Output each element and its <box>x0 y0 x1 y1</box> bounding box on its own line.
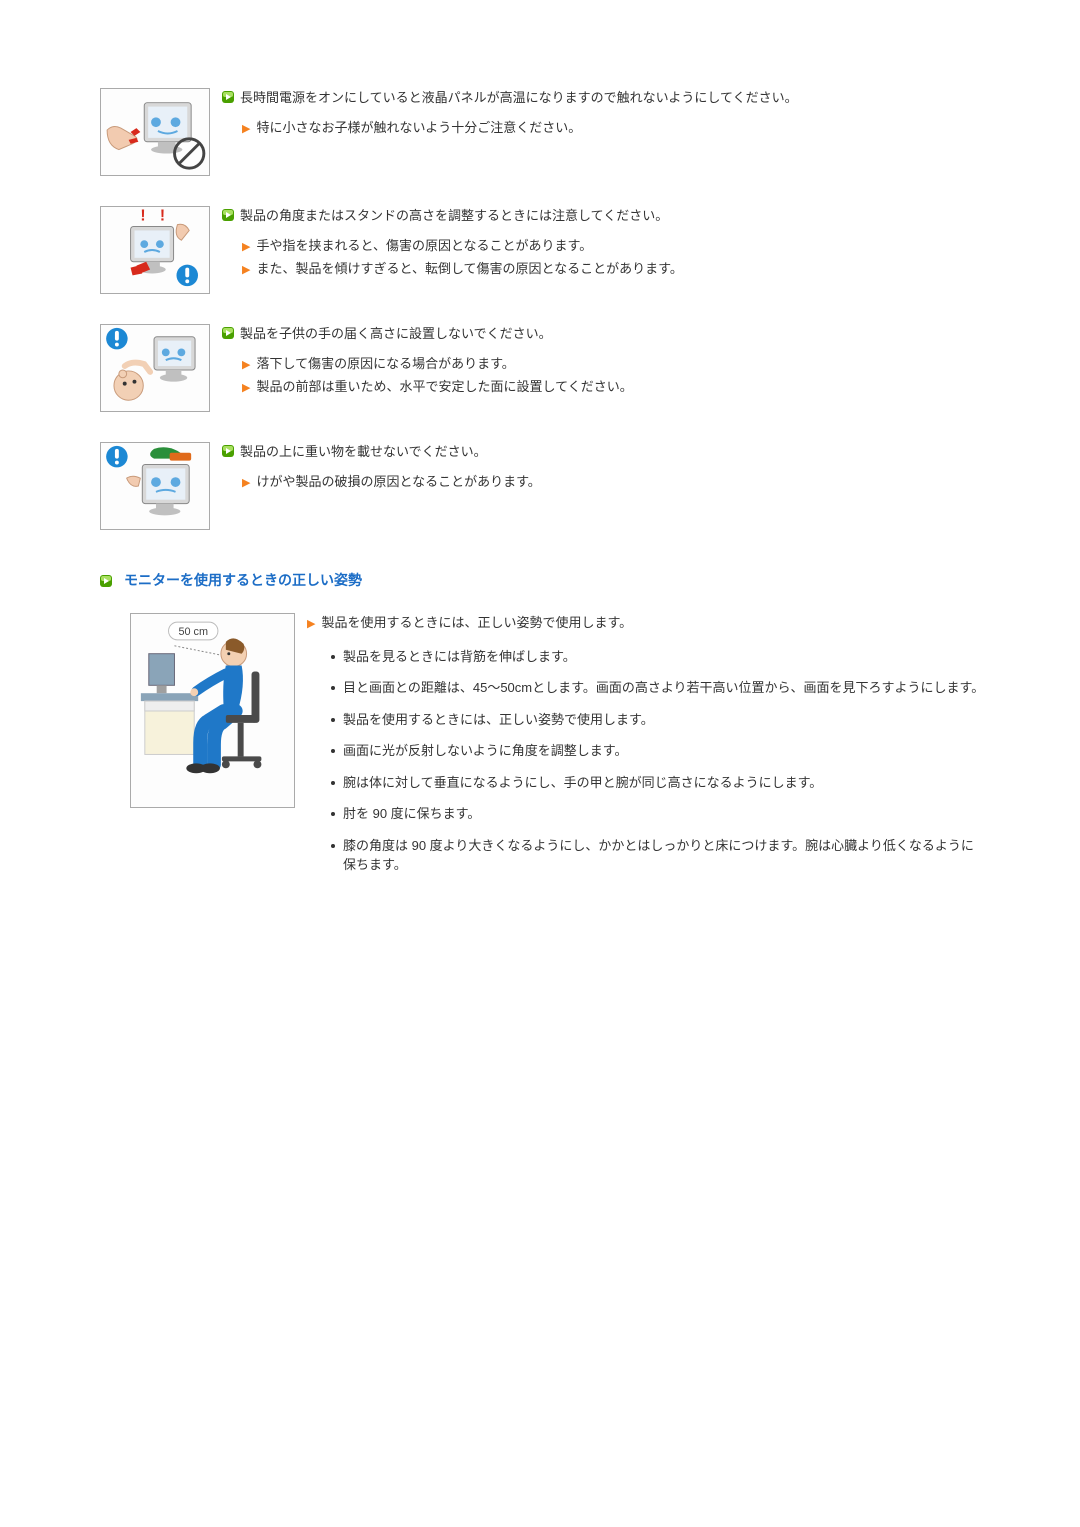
green-bullet-icon <box>222 445 234 457</box>
warning-main-text: 製品の上に重い物を載せないでください。 <box>240 442 487 462</box>
dot-bullet-icon <box>331 686 335 690</box>
posture-block: 50 cm <box>130 613 985 887</box>
warning-item: 製品を子供の手の届く高さに設置しないでください。 ▶ 落下して傷害の原因になる場… <box>100 324 985 412</box>
posture-item: 目と画面との距離は、45～50cmとします。画面の高さより若干高い位置から、画面… <box>343 678 984 698</box>
warning-item: 長時間電源をオンにしていると液晶パネルが高温になりますので触れないようにしてくだ… <box>100 88 985 176</box>
dot-bullet-icon <box>331 844 335 848</box>
green-bullet-icon <box>222 327 234 339</box>
dot-bullet-icon <box>331 812 335 816</box>
orange-arrow-icon: ▶ <box>242 380 250 397</box>
posture-item: 製品を使用するときには、正しい姿勢で使用します。 <box>343 710 654 730</box>
posture-item: 肘を 90 度に保ちます。 <box>343 804 480 824</box>
svg-text:50 cm: 50 cm <box>178 626 208 638</box>
warning-sub-text: けがや製品の破損の原因となることがあります。 <box>256 472 540 492</box>
section-title: モニターを使用するときの正しい姿勢 <box>124 570 362 591</box>
orange-arrow-icon: ▶ <box>307 616 315 633</box>
warning-body: 製品の上に重い物を載せないでください。 ▶ けがや製品の破損の原因となることがあ… <box>222 442 985 495</box>
dot-bullet-icon <box>331 781 335 785</box>
warning-item: 製品の上に重い物を載せないでください。 ▶ けがや製品の破損の原因となることがあ… <box>100 442 985 530</box>
orange-arrow-icon: ▶ <box>242 357 250 374</box>
posture-item: 製品を見るときには背筋を伸ばします。 <box>343 647 576 667</box>
illustration-adjust-angle: ! ! <box>100 206 210 294</box>
warning-sub-text: また、製品を傾けすぎると、転倒して傷害の原因となることがあります。 <box>256 259 682 279</box>
green-bullet-icon <box>222 91 234 103</box>
illustration-child-reach <box>100 324 210 412</box>
warning-main-text: 製品を子供の手の届く高さに設置しないでください。 <box>240 324 552 344</box>
section-header: モニターを使用するときの正しい姿勢 <box>100 570 985 591</box>
orange-arrow-icon: ▶ <box>242 475 250 492</box>
svg-text:!: ! <box>140 208 145 225</box>
orange-arrow-icon: ▶ <box>242 262 250 279</box>
posture-item: 腕は体に対して垂直になるようにし、手の甲と腕が同じ高さになるようにします。 <box>343 773 822 793</box>
posture-item: 膝の角度は 90 度より大きくなるようにし、かかとはしっかりと床につけます。腕は… <box>343 836 985 875</box>
posture-item: 画面に光が反射しないように角度を調整します。 <box>343 741 627 761</box>
illustration-heavy-object <box>100 442 210 530</box>
posture-intro: 製品を使用するときには、正しい姿勢で使用します。 <box>321 613 632 633</box>
orange-arrow-icon: ▶ <box>242 239 250 256</box>
warning-main-text: 製品の角度またはスタンドの高さを調整するときには注意してください。 <box>240 206 668 226</box>
green-bullet-icon <box>100 575 112 587</box>
warning-body: 長時間電源をオンにしていると液晶パネルが高温になりますので触れないようにしてくだ… <box>222 88 985 141</box>
illustration-posture: 50 cm <box>130 613 295 808</box>
warning-body: 製品を子供の手の届く高さに設置しないでください。 ▶ 落下して傷害の原因になる場… <box>222 324 985 401</box>
orange-arrow-icon: ▶ <box>242 121 250 138</box>
dot-bullet-icon <box>331 749 335 753</box>
warning-sub-text: 手や指を挟まれると、傷害の原因となることがあります。 <box>256 236 592 256</box>
illustration-hot-panel <box>100 88 210 176</box>
warning-sub-text: 製品の前部は重いため、水平で安定した面に設置してください。 <box>256 377 632 397</box>
warning-sub-text: 落下して傷害の原因になる場合があります。 <box>256 354 514 374</box>
dot-bullet-icon <box>331 655 335 659</box>
svg-text:!: ! <box>160 208 165 225</box>
warning-main-text: 長時間電源をオンにしていると液晶パネルが高温になりますので触れないようにしてくだ… <box>240 88 798 108</box>
green-bullet-icon <box>222 209 234 221</box>
warning-item: ! ! 製品の角度またはスタンドの高さを調整するときには注意してください。 ▶ <box>100 206 985 294</box>
warning-sub-text: 特に小さなお子様が触れないよう十分ご注意ください。 <box>256 118 581 138</box>
posture-body: ▶ 製品を使用するときには、正しい姿勢で使用します。 製品を見るときには背筋を伸… <box>307 613 985 887</box>
warning-body: 製品の角度またはスタンドの高さを調整するときには注意してください。 ▶ 手や指を… <box>222 206 985 283</box>
dot-bullet-icon <box>331 718 335 722</box>
